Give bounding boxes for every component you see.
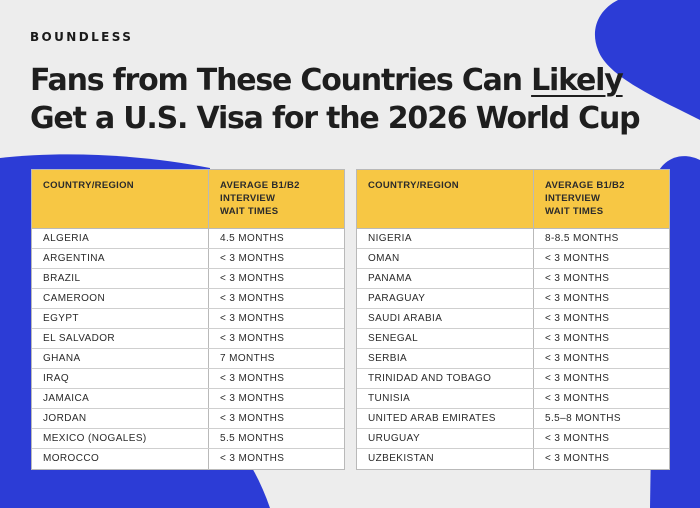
table-row: SERBIA < 3 MONTHS [357, 349, 669, 369]
table-row: UZBEKISTAN < 3 MONTHS [357, 449, 669, 469]
country-cell: TRINIDAD AND TOBAGO [357, 369, 534, 388]
country-cell: BRAZIL [32, 269, 209, 288]
country-cell: UZBEKISTAN [357, 449, 534, 469]
wait-time-cell: 7 MONTHS [220, 353, 275, 364]
wait-time-cell: < 3 MONTHS [545, 353, 610, 364]
country-cell: GHANA [32, 349, 209, 368]
country-cell: EGYPT [32, 309, 209, 328]
table-row: SAUDI ARABIA < 3 MONTHS [357, 309, 669, 329]
table-row: PANAMA < 3 MONTHS [357, 269, 669, 289]
table-row: MEXICO (NOGALES) 5.5 MONTHS [32, 429, 344, 449]
wait-time-cell: < 3 MONTHS [545, 373, 610, 384]
wait-time-cell: 5.5 MONTHS [220, 433, 285, 444]
table-row: MOROCCO < 3 MONTHS [32, 449, 344, 469]
wait-time-cell: < 3 MONTHS [220, 273, 285, 284]
table-row: OMAN < 3 MONTHS [357, 249, 669, 269]
table-row: EL SALVADOR < 3 MONTHS [32, 329, 344, 349]
table-row: CAMEROON < 3 MONTHS [32, 289, 344, 309]
wait-time-cell: < 3 MONTHS [545, 273, 610, 284]
wait-time-cell: < 3 MONTHS [220, 253, 285, 264]
brand-logo: BOUNDLESS [30, 30, 134, 44]
table-row: SENEGAL < 3 MONTHS [357, 329, 669, 349]
table-row: JAMAICA < 3 MONTHS [32, 389, 344, 409]
country-cell: PANAMA [357, 269, 534, 288]
wait-time-cell: < 3 MONTHS [545, 433, 610, 444]
headline-line2: Get a U.S. Visa for the 2026 World Cup [30, 101, 641, 136]
wait-time-cell: < 3 MONTHS [220, 373, 285, 384]
country-cell: CAMEROON [32, 289, 209, 308]
country-cell: ARGENTINA [32, 249, 209, 268]
headline-line1: Fans from These Countries Can [30, 63, 532, 98]
country-cell: URUGUAY [357, 429, 534, 448]
table-row: PARAGUAY < 3 MONTHS [357, 289, 669, 309]
country-cell: UNITED ARAB EMIRATES [357, 409, 534, 428]
country-cell: IRAQ [32, 369, 209, 388]
country-cell: PARAGUAY [357, 289, 534, 308]
wait-time-cell: < 3 MONTHS [545, 333, 610, 344]
headline-emphasis: Likely [531, 63, 624, 98]
country-cell: JORDAN [32, 409, 209, 428]
wait-time-cell: 4.5 MONTHS [220, 233, 285, 244]
table-row: ALGERIA 4.5 MONTHS [32, 229, 344, 249]
country-cell: MOROCCO [32, 449, 209, 469]
visa-table-left: COUNTRY/REGION AVERAGE B1/B2 INTERVIEW W… [31, 169, 345, 470]
table-row: IRAQ < 3 MONTHS [32, 369, 344, 389]
header-wait-times: AVERAGE B1/B2 INTERVIEW WAIT TIMES [220, 180, 300, 217]
table-row: ARGENTINA < 3 MONTHS [32, 249, 344, 269]
table-row: UNITED ARAB EMIRATES 5.5–8 MONTHS [357, 409, 669, 429]
wait-time-cell: < 3 MONTHS [220, 313, 285, 324]
wait-time-cell: < 3 MONTHS [220, 393, 285, 404]
country-cell: EL SALVADOR [32, 329, 209, 348]
country-cell: OMAN [357, 249, 534, 268]
wait-time-cell: < 3 MONTHS [220, 413, 285, 424]
headline: Fans from These Countries Can Likely Get… [30, 62, 641, 138]
visa-table-right: COUNTRY/REGION AVERAGE B1/B2 INTERVIEW W… [356, 169, 670, 470]
wait-time-cell: < 3 MONTHS [545, 313, 610, 324]
wait-time-cell: < 3 MONTHS [220, 453, 285, 464]
table-row: JORDAN < 3 MONTHS [32, 409, 344, 429]
table-row: TRINIDAD AND TOBAGO < 3 MONTHS [357, 369, 669, 389]
country-cell: NIGERIA [357, 229, 534, 248]
country-cell: ALGERIA [32, 229, 209, 248]
table-row: URUGUAY < 3 MONTHS [357, 429, 669, 449]
wait-time-cell: < 3 MONTHS [220, 293, 285, 304]
wait-time-cell: < 3 MONTHS [545, 393, 610, 404]
header-wait-times: AVERAGE B1/B2 INTERVIEW WAIT TIMES [545, 180, 625, 217]
table-header: COUNTRY/REGION AVERAGE B1/B2 INTERVIEW W… [32, 170, 344, 229]
header-country: COUNTRY/REGION [32, 170, 209, 228]
country-cell: SERBIA [357, 349, 534, 368]
table-header: COUNTRY/REGION AVERAGE B1/B2 INTERVIEW W… [357, 170, 669, 229]
wait-time-cell: 5.5–8 MONTHS [545, 413, 621, 424]
wait-time-cell: < 3 MONTHS [220, 333, 285, 344]
country-cell: MEXICO (NOGALES) [32, 429, 209, 448]
wait-time-cell: < 3 MONTHS [545, 293, 610, 304]
country-cell: SENEGAL [357, 329, 534, 348]
wait-time-cell: < 3 MONTHS [545, 453, 610, 464]
table-row: GHANA 7 MONTHS [32, 349, 344, 369]
header-country: COUNTRY/REGION [357, 170, 534, 228]
country-cell: JAMAICA [32, 389, 209, 408]
country-cell: SAUDI ARABIA [357, 309, 534, 328]
wait-time-cell: 8-8.5 MONTHS [545, 233, 619, 244]
wait-time-cell: < 3 MONTHS [545, 253, 610, 264]
table-row: NIGERIA 8-8.5 MONTHS [357, 229, 669, 249]
table-row: BRAZIL < 3 MONTHS [32, 269, 344, 289]
table-row: EGYPT < 3 MONTHS [32, 309, 344, 329]
country-cell: TUNISIA [357, 389, 534, 408]
table-row: TUNISIA < 3 MONTHS [357, 389, 669, 409]
